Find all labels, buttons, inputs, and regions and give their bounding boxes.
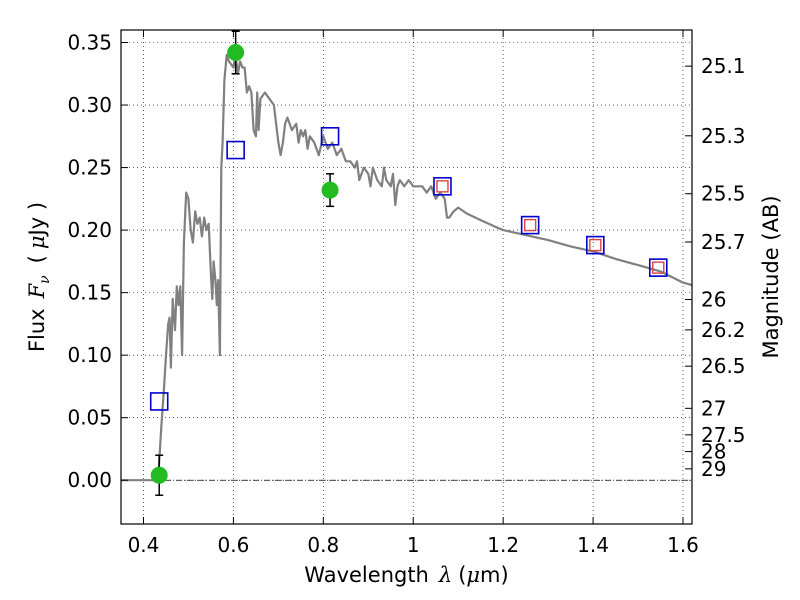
plot-frame [120,29,693,525]
blue-square-point [320,127,340,146]
y-tick-label: 0.00 [67,468,112,492]
y-tick-label: 0.35 [67,31,112,55]
axis-ticks: 0.4 0.6 0.8 1 1.2 1.4 1.6 0.00 0.05 0.10 0.15 0.20 0… [67,30,746,557]
y2-tick-label: 27 [701,396,726,420]
x-tick-label: 1.4 [577,533,609,557]
x-axis-label-unit-mu: μ [466,563,480,587]
y2-tick-label: 26.2 [701,318,746,342]
y-axis-label-unit-mu: μ [25,235,49,249]
grid [121,30,692,524]
y-tick-label: 0.25 [67,156,112,180]
y2-tick-label: 26 [701,288,726,312]
y-tick-label: 0.20 [67,218,112,242]
y2-tick-label: 29 [701,457,726,481]
x-axis-label-unit-open: ( [458,563,466,587]
y-tick-label: 0.15 [67,281,112,305]
y2-tick-label: 26.5 [701,354,746,378]
x-tick-label: 0.4 [128,533,160,557]
y2-tick-label: 25.7 [701,230,746,254]
blue-square-point [520,215,540,235]
x-tick-label: 0.6 [217,533,249,557]
green-circle-point [321,181,339,199]
blue-square-point [586,235,605,255]
y-axis-label-unit-rest: Jy ) [25,202,49,238]
y2-tick-label: 25.1 [701,54,746,78]
y-tick-label: 0.05 [67,406,112,430]
y-axis-label-symbol: F [25,282,49,299]
red-square-point [589,238,602,252]
x-axis-label: Wavelength λ (μm) [304,563,508,587]
x-tick-label: 1.6 [667,533,699,557]
y2-tick-label: 25.5 [701,182,746,206]
x-axis-label-unit-rest: m) [480,563,509,587]
y2-tick-label: 25.3 [701,124,746,148]
y-axis-label-sub: ν [37,275,53,284]
spectrum-line [121,53,693,482]
y2-axis-label: Magnitude (AB) [759,195,783,358]
green-circle-point [227,44,245,62]
blue-square-point [433,177,452,196]
blue-square-point [648,258,668,277]
red-square-point [523,218,537,232]
x-axis-label-text: Wavelength [304,563,429,587]
y-tick-label: 0.30 [67,93,112,117]
x-tick-label: 1 [407,533,420,557]
green-circle-point [150,466,168,484]
red-square-point [436,180,449,193]
y-axis-label-unit-open: ( [25,255,49,263]
red-square-point [652,261,665,274]
y-axis-label: Flux Fν ( μJy ) [25,202,53,352]
y2-tick-label: 27.5 [701,423,746,447]
y2-tick-label: 28 [701,440,726,464]
photometry-markers [149,30,668,496]
y-axis-label-text: Flux [25,308,49,352]
blue-square-point [226,140,245,160]
blue-square-point [149,392,169,411]
x-tick-label: 0.8 [307,533,339,557]
x-tick-label: 1.2 [487,533,519,557]
y-tick-label: 0.10 [67,343,112,367]
x-axis-label-symbol: λ [438,563,452,587]
model-spectrum [121,53,693,482]
